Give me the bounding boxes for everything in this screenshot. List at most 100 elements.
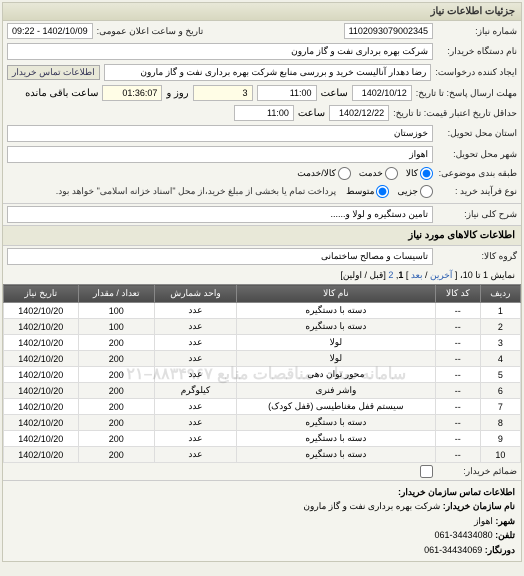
goods-group-label: گروه کالا:: [437, 251, 517, 262]
table-cell: 4: [480, 351, 520, 367]
table-row: 10--دسته با دستگیرهعدد2001402/10/20: [4, 447, 521, 463]
table-cell: 5: [480, 367, 520, 383]
province-value: خوزستان: [7, 125, 433, 142]
announce-value: 1402/10/09 - 09:22: [7, 23, 93, 39]
table-cell: --: [435, 351, 480, 367]
footer: اطلاعات تماس سازمان خریدار: نام سازمان خ…: [3, 480, 521, 561]
table-cell: 8: [480, 415, 520, 431]
announce-label: تاریخ و ساعت اعلان عمومی:: [97, 26, 340, 37]
class-service-radio[interactable]: [385, 167, 398, 180]
table-cell: --: [435, 399, 480, 415]
table-cell: 1402/10/20: [4, 335, 79, 351]
subject-label: شرح کلی نیاز:: [437, 209, 517, 220]
pager-next-link[interactable]: بعد: [411, 270, 423, 280]
proc-medium-radio[interactable]: [376, 185, 389, 198]
table-header: کد کالا: [435, 285, 480, 303]
class-both-option[interactable]: کالا/خدمت: [297, 167, 351, 180]
table-cell: 200: [78, 367, 155, 383]
buyer-org-label: نام دستگاه خریدار:: [437, 46, 517, 57]
table-header: ردیف: [480, 285, 520, 303]
table-cell: 200: [78, 447, 155, 463]
time-label-1: ساعت: [321, 88, 348, 99]
footer-tel-label: تلفن:: [495, 530, 515, 540]
requester-value: رضا دهدار آنالیست خرید و بررسی منابع شرک…: [104, 64, 432, 81]
footer-city-value: اهواز: [474, 516, 493, 526]
valid-time: 11:00: [234, 105, 294, 121]
table-header: نام کالا: [236, 285, 435, 303]
city-value: اهواز: [7, 146, 433, 163]
class-both-radio[interactable]: [338, 167, 351, 180]
table-cell: عدد: [155, 335, 237, 351]
remain-suffix: ساعت باقی مانده: [25, 88, 98, 99]
pager: نمایش 1 تا 10، [ آخرین / بعد ] 1, 2 [قبل…: [3, 267, 521, 284]
table-cell: 1402/10/20: [4, 431, 79, 447]
proc-medium-option[interactable]: متوسط: [346, 185, 389, 198]
footer-org-label: نام سازمان خریدار:: [443, 501, 515, 511]
table-cell: 3: [480, 335, 520, 351]
table-cell: دسته با دستگیره: [236, 431, 435, 447]
table-header: تاریخ نیاز: [4, 285, 79, 303]
table-row: 8--دسته با دستگیرهعدد2001402/10/20: [4, 415, 521, 431]
deadline-date: 1402/10/12: [352, 85, 412, 101]
remain-days-label: روز و: [166, 88, 188, 99]
footer-title: اطلاعات تماس سازمان خریدار:: [9, 485, 515, 499]
table-cell: 100: [78, 303, 155, 319]
goods-section-title: اطلاعات کالاهای مورد نیاز: [3, 225, 521, 246]
table-row: 5--محور توان دهیعدد2001402/10/20: [4, 367, 521, 383]
table-row: 4--لولاعدد2001402/10/20: [4, 351, 521, 367]
attach-checkbox[interactable]: [420, 465, 433, 478]
proc-label: نوع فرآیند خرید :: [437, 186, 517, 197]
footer-tel-value: 061-34434080: [435, 530, 493, 540]
footer-org-value: شرکت بهره برداری نفت و گاز مارون: [303, 501, 440, 511]
req-no-label: شماره نیاز:: [437, 26, 517, 37]
table-cell: 10: [480, 447, 520, 463]
table-cell: عدد: [155, 367, 237, 383]
table-wrap: ردیفکد کالانام کالاواحد شمارشتعداد / مقد…: [3, 284, 521, 463]
table-cell: --: [435, 319, 480, 335]
table-cell: 1: [480, 303, 520, 319]
attach-label: ضمائم خریدار:: [437, 466, 517, 477]
class-goods-radio[interactable]: [420, 167, 433, 180]
requester-label: ایجاد کننده درخواست:: [435, 67, 517, 78]
table-cell: 1402/10/20: [4, 415, 79, 431]
proc-radio-group: جزیی متوسط: [346, 185, 433, 198]
panel-title: جزئیات اطلاعات نیاز: [3, 3, 521, 21]
proc-small-radio[interactable]: [420, 185, 433, 198]
class-label: طبقه بندی موضوعی:: [437, 168, 517, 179]
table-cell: --: [435, 335, 480, 351]
table-cell: 200: [78, 431, 155, 447]
table-cell: دسته با دستگیره: [236, 415, 435, 431]
table-cell: 2: [480, 319, 520, 335]
table-cell: 6: [480, 383, 520, 399]
pager-last-link[interactable]: آخرین: [430, 270, 452, 280]
table-cell: 1402/10/20: [4, 303, 79, 319]
table-cell: 200: [78, 351, 155, 367]
proc-small-option[interactable]: جزیی: [397, 185, 433, 198]
contact-buyer-button[interactable]: اطلاعات تماس خریدار: [7, 65, 100, 80]
req-no-value: 1102093079002345: [344, 23, 433, 39]
table-cell: --: [435, 431, 480, 447]
table-row: 7--سیستم قفل مغناطیسی (قفل کودک)عدد20014…: [4, 399, 521, 415]
table-cell: 200: [78, 383, 155, 399]
table-cell: عدد: [155, 431, 237, 447]
valid-label: حداقل تاریخ اعتبار قیمت: تا تاریخ:: [393, 108, 517, 119]
class-goods-option[interactable]: کالا: [406, 167, 433, 180]
table-cell: عدد: [155, 351, 237, 367]
table-cell: 1402/10/20: [4, 319, 79, 335]
class-service-option[interactable]: خدمت: [359, 167, 398, 180]
table-cell: عدد: [155, 319, 237, 335]
table-cell: 1402/10/20: [4, 367, 79, 383]
table-header: تعداد / مقدار: [78, 285, 155, 303]
table-cell: دسته با دستگیره: [236, 319, 435, 335]
remain-days: 3: [193, 85, 253, 101]
table-cell: 1402/10/20: [4, 399, 79, 415]
table-row: 2--دسته با دستگیرهعدد1001402/10/20: [4, 319, 521, 335]
table-cell: 200: [78, 335, 155, 351]
footer-fax-value: 061-34434069: [424, 545, 482, 555]
class-radio-group: کالا خدمت کالا/خدمت: [297, 167, 433, 180]
table-row: 1--دسته با دستگیرهعدد1001402/10/20: [4, 303, 521, 319]
table-cell: 100: [78, 319, 155, 335]
table-row: 6--واشر فنریکیلوگرم2001402/10/20: [4, 383, 521, 399]
need-details-panel: جزئیات اطلاعات نیاز شماره نیاز: 11020930…: [2, 2, 522, 562]
table-cell: 7: [480, 399, 520, 415]
